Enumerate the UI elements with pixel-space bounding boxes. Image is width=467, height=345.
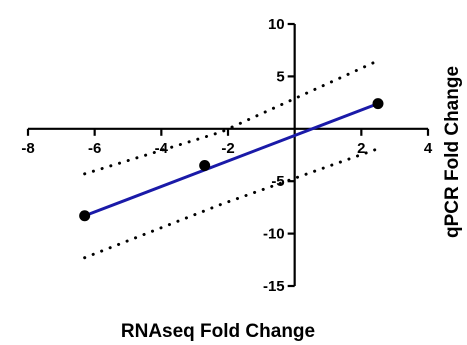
y-tick-label: 10 — [268, 16, 285, 33]
y-axis-title: qPCR Fold Change — [442, 66, 463, 238]
x-tick-label: 2 — [357, 140, 365, 157]
x-tick-label: -4 — [155, 140, 169, 157]
data-point — [79, 210, 91, 222]
confidence-band-upper — [83, 59, 380, 176]
data-point — [372, 98, 384, 110]
regression-line — [84, 102, 379, 218]
regression-line-layer — [84, 102, 379, 218]
confidence-band-lower — [83, 147, 380, 260]
data-points — [79, 98, 384, 222]
x-axis-title: RNAseq Fold Change — [121, 321, 315, 342]
y-tick-label: 5 — [276, 68, 284, 85]
x-tick-label: 4 — [424, 140, 433, 157]
y-tick-label: -15 — [263, 278, 285, 295]
x-tick-label: -2 — [221, 140, 234, 157]
x-tick-label: -6 — [88, 140, 101, 157]
y-tick-label: -5 — [271, 173, 284, 190]
data-point — [199, 159, 211, 171]
y-tick-label: -10 — [263, 226, 285, 243]
y-ticks: 10 5 -5 -10 -15 — [263, 16, 295, 295]
x-ticks: -8 -6 -4 -2 2 4 — [21, 128, 433, 157]
confidence-band-layer — [83, 59, 380, 260]
x-tick-label: -8 — [21, 140, 34, 157]
